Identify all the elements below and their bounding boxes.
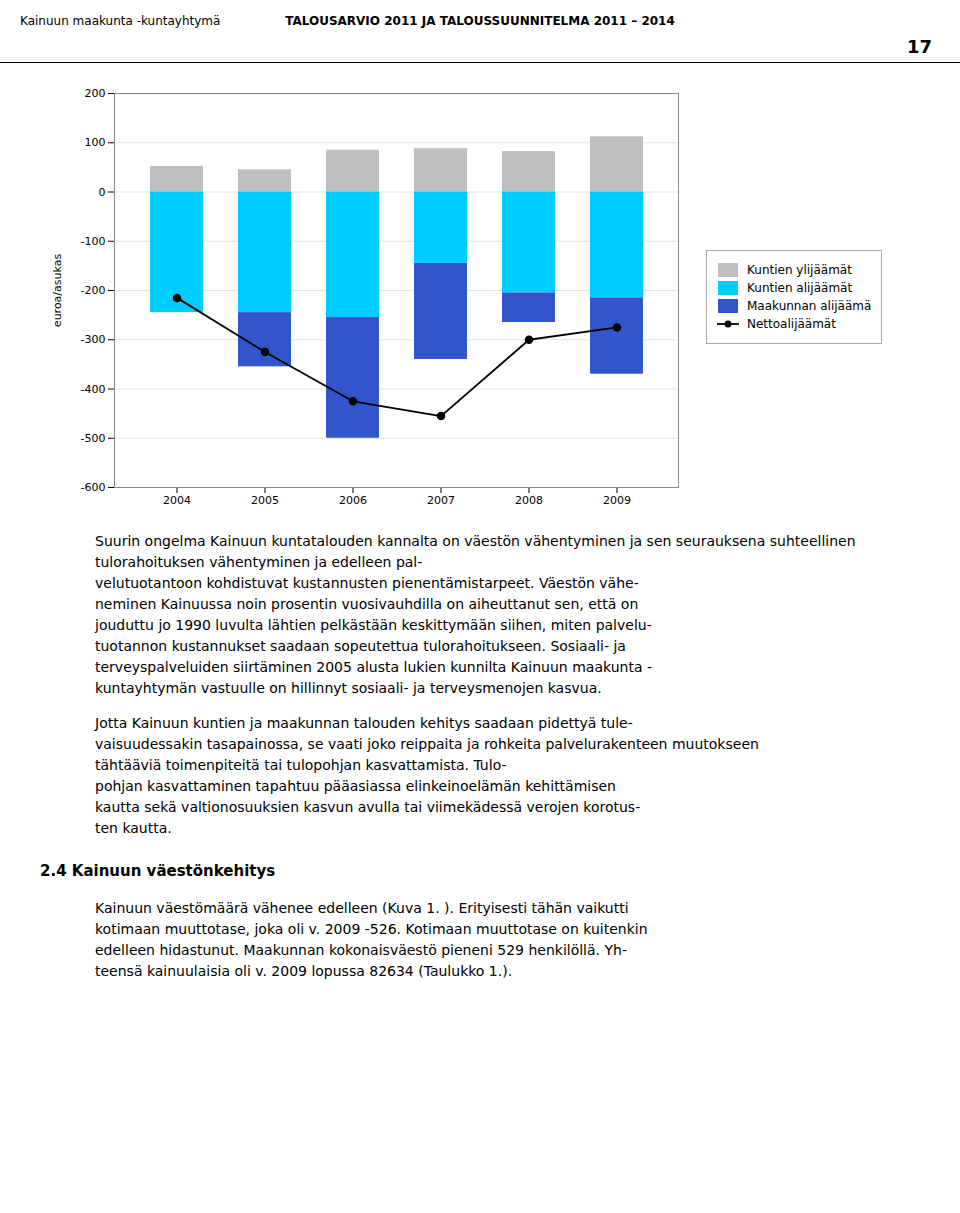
svg-text:-100: -100 [81, 235, 106, 248]
html-text:Kuntien ylijäämät: Kuntien ylijäämät [747, 263, 852, 277]
svg-text:euroa/asukas: euroa/asukas [51, 254, 64, 328]
svg-text:2008: 2008 [515, 494, 543, 507]
html-text:Kainuun maakunta -kuntayhtymä: Kainuun maakunta -kuntayhtymä [20, 14, 221, 28]
svg-text:2005: 2005 [251, 494, 279, 507]
svg-text:-300: -300 [81, 333, 106, 346]
svg-text:2007: 2007 [427, 494, 455, 507]
html-text:17: 17 [906, 36, 932, 57]
html-text:Maakunnan alijäämä: Maakunnan alijäämä [747, 299, 872, 313]
html-text:TALOUSARVIO 2011 JA TALOUSSUUN: TALOUSARVIO 2011 JA TALOUSSUUNNITELMA 20… [285, 14, 675, 28]
html-text:Jotta Kainuun kuntien ja maaku: Jotta Kainuun kuntien ja maakunnan talou… [95, 715, 759, 836]
svg-text:200: 200 [85, 87, 106, 100]
svg-text:100: 100 [85, 136, 106, 149]
svg-text:2006: 2006 [339, 494, 367, 507]
html-text:Suurin ongelma Kainuun kuntata: Suurin ongelma Kainuun kuntatalouden kan… [95, 533, 860, 696]
svg-text:-500: -500 [81, 432, 106, 445]
html-text:Nettoalijäämät: Nettoalijäämät [747, 317, 836, 331]
svg-text:-200: -200 [81, 284, 106, 297]
html-text:2.4 Kainuun väestönkehitys: 2.4 Kainuun väestönkehitys [40, 862, 276, 880]
svg-text:-600: -600 [81, 481, 106, 494]
html-text:Kainuun väestömäärä vähenee ed: Kainuun väestömäärä vähenee edelleen (Ku… [95, 900, 648, 979]
svg-text:-400: -400 [81, 383, 106, 396]
html-text:Kuntien alijäämät: Kuntien alijäämät [747, 281, 853, 295]
svg-text:2009: 2009 [603, 494, 631, 507]
svg-text:2004: 2004 [163, 494, 191, 507]
svg-text:0: 0 [99, 186, 106, 199]
